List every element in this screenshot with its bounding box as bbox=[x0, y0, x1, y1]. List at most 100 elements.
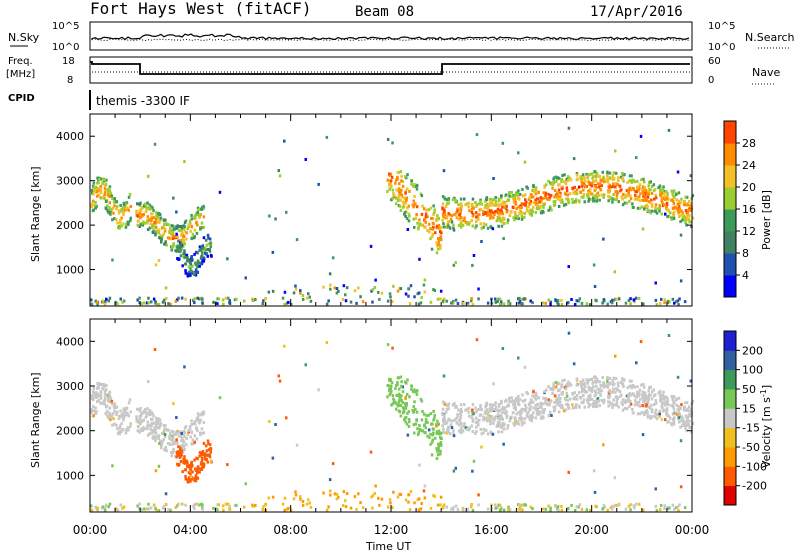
power-cell bbox=[396, 289, 400, 293]
velocity-cell bbox=[196, 476, 200, 480]
velocity-cell bbox=[200, 451, 203, 455]
power-cell bbox=[512, 197, 515, 201]
power-cell bbox=[564, 202, 568, 206]
station-title: Fort Hays West (fitACF) bbox=[90, 0, 312, 18]
power-cell bbox=[581, 173, 585, 177]
velocity-cell bbox=[549, 410, 552, 414]
velocity-cell bbox=[566, 399, 569, 402]
power-cell bbox=[575, 178, 579, 182]
velocity-cell bbox=[690, 430, 693, 434]
velocity-cell bbox=[438, 443, 441, 447]
velocity-cell bbox=[392, 490, 395, 494]
power-cell bbox=[420, 212, 424, 216]
power-cell bbox=[155, 214, 158, 218]
velocity-cell bbox=[573, 391, 576, 395]
velocity-cell bbox=[628, 384, 631, 388]
power-cell bbox=[663, 298, 666, 302]
velocity-cell bbox=[492, 382, 495, 386]
power-cell bbox=[494, 196, 497, 200]
power-cell bbox=[90, 302, 94, 306]
power-cell bbox=[196, 296, 200, 300]
power-cell bbox=[645, 192, 648, 196]
velocity-cell bbox=[140, 508, 143, 512]
velocity-cell bbox=[609, 401, 613, 405]
velocity-cell bbox=[560, 404, 564, 407]
power-cell bbox=[455, 215, 459, 219]
power-cell bbox=[506, 218, 510, 222]
velocity-cell bbox=[641, 433, 645, 437]
power-cell bbox=[664, 198, 667, 201]
power-cell bbox=[526, 207, 529, 210]
velocity-cell bbox=[105, 384, 108, 387]
power-cell bbox=[491, 211, 495, 215]
velocity-cell bbox=[484, 405, 487, 409]
velocity-cell bbox=[99, 401, 102, 405]
power-cell bbox=[595, 195, 599, 199]
velocity-cell bbox=[661, 406, 664, 410]
power-cell bbox=[389, 173, 393, 177]
velocity-cell bbox=[193, 422, 196, 425]
power-cell bbox=[95, 301, 99, 304]
power-cell bbox=[394, 202, 398, 206]
velocity-cell bbox=[635, 402, 638, 406]
velocity-cell bbox=[370, 495, 373, 499]
power-colorbar-tick-label: 20 bbox=[742, 181, 756, 194]
velocity-cell bbox=[621, 382, 625, 386]
velocity-cell bbox=[108, 502, 112, 506]
power-cell bbox=[475, 220, 478, 224]
power-cell bbox=[176, 248, 179, 252]
velocity-cell bbox=[496, 413, 500, 417]
power-cell bbox=[426, 229, 429, 232]
velocity-cell bbox=[565, 382, 569, 386]
velocity-cell bbox=[439, 431, 442, 435]
velocity-cell bbox=[486, 507, 490, 511]
power-cell bbox=[611, 200, 614, 204]
velocity-cell bbox=[202, 410, 205, 414]
velocity-cell bbox=[561, 392, 564, 396]
power-cell bbox=[359, 295, 362, 299]
velocity-cell bbox=[160, 446, 163, 450]
velocity-cell bbox=[192, 503, 196, 507]
velocity-cell bbox=[373, 491, 376, 495]
velocity-cell bbox=[432, 409, 435, 413]
power-cell bbox=[612, 182, 615, 186]
velocity-cell bbox=[415, 418, 418, 422]
power-cell bbox=[117, 211, 121, 215]
power-cell bbox=[395, 178, 398, 182]
velocity-cell bbox=[471, 420, 475, 423]
power-cell bbox=[390, 198, 393, 202]
power-cell bbox=[667, 197, 670, 201]
power-cell bbox=[660, 297, 663, 301]
power-cell bbox=[471, 203, 474, 207]
velocity-cell bbox=[537, 396, 541, 400]
velocity-cell bbox=[466, 407, 469, 411]
velocity-cell bbox=[441, 407, 445, 411]
power-cell bbox=[116, 205, 119, 209]
power-cell bbox=[599, 182, 602, 186]
power-cell bbox=[277, 169, 280, 173]
velocity-cell bbox=[173, 440, 177, 444]
power-cell bbox=[549, 300, 552, 304]
velocity-cell bbox=[560, 406, 563, 409]
velocity-cell bbox=[202, 431, 206, 435]
power-cell bbox=[587, 180, 590, 184]
power-cell bbox=[565, 177, 569, 181]
power-cell bbox=[154, 233, 157, 237]
velocity-cell bbox=[470, 505, 473, 509]
power-cell bbox=[672, 190, 676, 193]
power-cell bbox=[117, 209, 121, 213]
velocity-cell bbox=[459, 417, 462, 421]
velocity-cell bbox=[175, 440, 179, 444]
power-cell bbox=[414, 216, 418, 220]
power-cell bbox=[191, 258, 194, 262]
power-cell bbox=[607, 199, 610, 203]
velocity-cell bbox=[498, 503, 502, 507]
velocity-cell bbox=[423, 484, 427, 488]
velocity-cell bbox=[235, 503, 238, 507]
velocity-cell bbox=[660, 503, 663, 507]
power-cell bbox=[432, 213, 435, 216]
power-cell bbox=[283, 302, 286, 306]
power-cell bbox=[442, 222, 445, 226]
power-cell bbox=[119, 203, 122, 207]
power-cell bbox=[104, 200, 108, 203]
